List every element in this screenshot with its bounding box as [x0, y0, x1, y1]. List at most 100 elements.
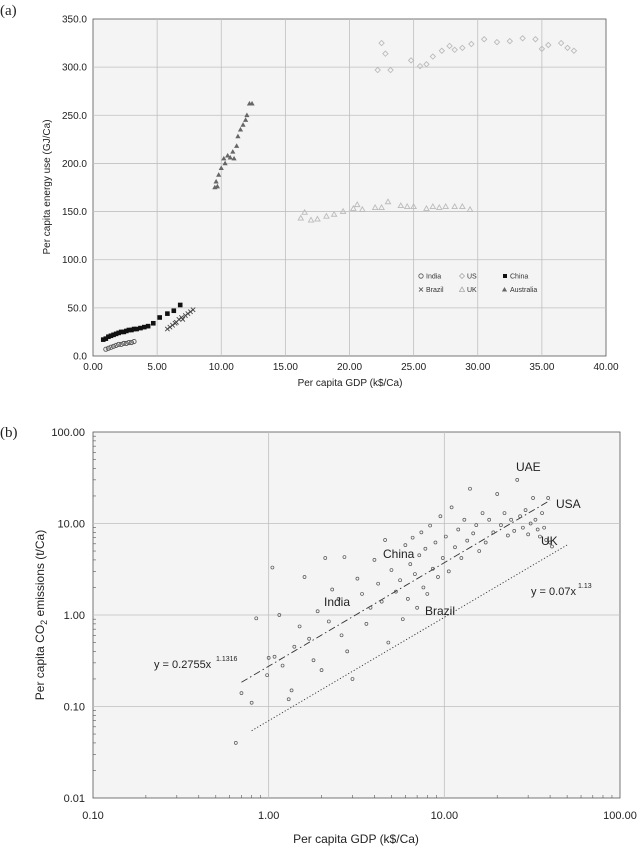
a-point-us [374, 66, 381, 74]
a-point-uk [323, 212, 330, 219]
a-x-tick-label: 30.00 [465, 362, 490, 373]
panel-b-x-axis-label: Per capita GDP (k$/Ca) [293, 832, 419, 846]
a-point-uk [451, 203, 459, 210]
b-point [394, 589, 398, 594]
a-point-uk [423, 204, 430, 211]
trend-line-2 [251, 544, 568, 732]
a-point-china [116, 330, 121, 336]
b-point [254, 616, 259, 621]
b-point [355, 576, 360, 581]
a-point-australia [216, 172, 222, 177]
a-point-china [129, 327, 134, 333]
panel-a-grid [93, 19, 606, 356]
a-point-india [116, 341, 122, 347]
a-y-tick-label: 50.0 [68, 303, 88, 314]
b-point [495, 492, 500, 496]
a-point-uk [349, 204, 357, 211]
b-point [360, 592, 364, 596]
a-point-uk [307, 216, 315, 223]
a-y-tick-label: 200.0 [62, 159, 87, 170]
a-point-brazil [190, 307, 196, 313]
panel-b-markers [233, 477, 554, 745]
b-point [474, 523, 479, 527]
a-point-australia [221, 155, 227, 161]
b-x-tick-label: 0.10 [82, 810, 103, 822]
a-point-india [108, 344, 114, 350]
b-point [400, 617, 405, 622]
a-point-australia [235, 133, 241, 139]
a-point-us [557, 39, 565, 47]
a-point-brazil [187, 309, 193, 315]
b-point [430, 566, 435, 571]
panel-a-markers [100, 35, 578, 352]
trend-equation-1-exponent: 1.1316 [216, 656, 238, 663]
b-point [286, 697, 291, 702]
b-point [330, 587, 335, 592]
a-point-india [118, 341, 124, 347]
b-point [480, 511, 485, 515]
b-point [515, 477, 520, 482]
a-y-tick-label: 250.0 [62, 111, 87, 122]
trend-equation-1: y = 0.2755x [154, 659, 212, 671]
a-point-us [438, 47, 446, 55]
a-point-us [446, 42, 453, 50]
a-x-tick-label: 5.00 [147, 362, 167, 373]
a-point-china [142, 324, 147, 330]
annotation-usa: USA [556, 497, 581, 511]
a-point-china [108, 333, 114, 339]
b-point [477, 549, 482, 553]
legend-china-label: China [510, 274, 528, 281]
b-point [425, 592, 430, 596]
a-point-china [134, 326, 139, 332]
a-point-india [105, 345, 111, 351]
b-point [297, 624, 302, 629]
a-point-us [407, 57, 415, 64]
b-point [419, 530, 424, 535]
a-point-us [423, 61, 430, 68]
a-point-us [429, 53, 437, 60]
a-point-china [177, 302, 183, 308]
a-point-uk [397, 202, 405, 209]
panel-b-label: (b) [0, 425, 18, 441]
b-point [421, 585, 426, 590]
b-point [487, 517, 492, 522]
b-y-tick-label: 10.00 [57, 519, 85, 531]
b-point [518, 514, 522, 519]
a-point-brazil [164, 326, 170, 332]
a-point-uk [384, 198, 392, 205]
legend-india-marker [418, 273, 424, 279]
b-point [538, 534, 542, 539]
a-point-china [111, 332, 116, 338]
a-point-us [387, 66, 394, 74]
a-point-india [113, 342, 119, 348]
b-point [440, 556, 445, 560]
b-point [499, 523, 503, 527]
a-point-uk [458, 203, 466, 210]
panel-b-y-axis-label: Per capita CO2 emissions (t/Ca) [33, 530, 49, 700]
panel-a-y-axis-label: Per capita energy use (GJ/Ca) [42, 119, 53, 254]
annotation-india: India [324, 595, 350, 609]
a-point-us [519, 35, 526, 42]
b-point [386, 640, 391, 645]
b-point [302, 575, 307, 579]
b-point [548, 540, 552, 545]
a-point-uk [330, 210, 338, 217]
b-y-tick-label: 100.00 [51, 427, 85, 439]
b-point [521, 525, 525, 530]
a-point-australia [249, 100, 255, 106]
a-point-china [145, 323, 151, 329]
a-point-uk [442, 203, 450, 210]
a-point-us [532, 35, 539, 43]
a-point-china [138, 325, 143, 331]
b-point [364, 622, 369, 626]
legend-brazil-label: Brazil [426, 287, 444, 294]
a-y-tick-label: 150.0 [62, 207, 87, 218]
panel-b-tick-labels: 0.10 1.00 10.00 100.00 0.01 0.10 1.00 10.00 100.… [51, 427, 636, 822]
a-point-australia [231, 155, 237, 161]
a-point-china [106, 334, 111, 340]
legend-us-label: US [467, 274, 477, 281]
b-point [345, 649, 350, 654]
annotation-uae: UAE [516, 460, 541, 474]
a-point-us [416, 62, 424, 70]
b-point [531, 496, 535, 500]
